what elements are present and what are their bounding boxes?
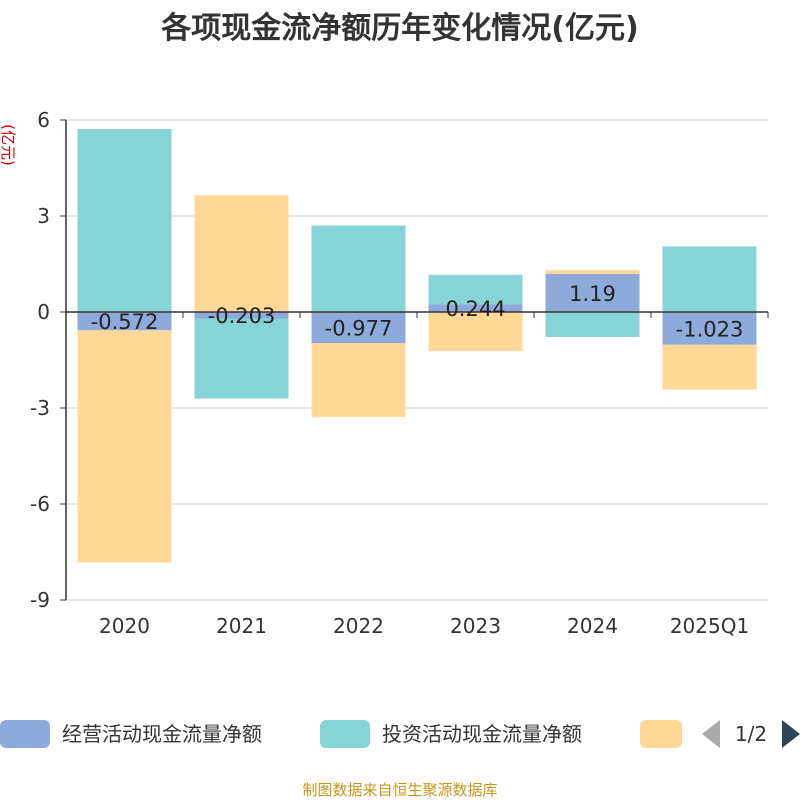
bar-2-2022	[311, 225, 406, 312]
y-tick-label: 6	[37, 108, 50, 132]
bar-3-2025Q1	[662, 344, 757, 390]
x-tick-label: 2020	[99, 614, 150, 638]
data-label: -1.023	[676, 317, 744, 341]
y-axis-label: (亿元)	[0, 124, 17, 166]
y-tick-label: -9	[30, 588, 50, 612]
bar-1-2025Q1	[662, 312, 757, 345]
data-label: -0.977	[325, 317, 393, 341]
data-labels: -0.572 -0.203 -0.977 0.244 1.19 -1.023	[91, 282, 744, 341]
bar-1-2023	[428, 304, 523, 312]
legend-page-indicator: 1/2	[735, 722, 767, 746]
bar-1-2024	[545, 273, 640, 312]
x-tick-label: 2024	[567, 614, 618, 638]
legend-label-2[interactable]: 投资活动现金流量净额	[382, 722, 582, 746]
legend-swatch-3[interactable]	[640, 720, 682, 748]
x-tick-label: 2025Q1	[670, 614, 749, 638]
legend-prev-arrow-icon[interactable]	[702, 720, 720, 748]
bar-3-2024	[545, 270, 640, 274]
bar-1-2022	[311, 312, 406, 344]
source-note: 制图数据来自恒生聚源数据库	[302, 781, 497, 799]
y-tick-label: 0	[37, 300, 50, 324]
data-label: -0.572	[91, 310, 159, 334]
bars	[77, 128, 757, 563]
bar-2-2024	[545, 312, 640, 337]
legend: 经营活动现金流量净额 投资活动现金流量净额 1/2	[0, 720, 800, 748]
chart-title: 各项现金流净额历年变化情况(亿元)	[160, 11, 638, 46]
legend-swatch-1[interactable]	[0, 720, 50, 748]
bar-3-2020	[77, 330, 172, 563]
y-tick-label: -6	[30, 492, 50, 516]
grid	[66, 119, 768, 601]
bar-2-2020	[77, 128, 172, 312]
x-tick-label: 2021	[216, 614, 267, 638]
axes: 6 3 0 -3 -6 -9 2020 2021 2022 2023 2024 2025Q1	[30, 108, 769, 638]
bar-2-2023	[428, 274, 523, 305]
y-tick-label: -3	[30, 396, 50, 420]
bar-3-2023	[428, 312, 523, 352]
y-tick-label: 3	[37, 204, 50, 228]
legend-label-1[interactable]: 经营活动现金流量净额	[62, 722, 262, 746]
data-label: -0.203	[208, 304, 276, 328]
data-label: 1.19	[569, 282, 616, 306]
legend-next-arrow-icon[interactable]	[782, 720, 800, 748]
bar-1-2021	[194, 312, 289, 319]
data-label: 0.244	[445, 297, 505, 321]
bar-1-2020	[77, 312, 172, 331]
bar-2-2025Q1	[662, 246, 757, 312]
x-tick-label: 2022	[333, 614, 384, 638]
legend-swatch-2[interactable]	[320, 720, 370, 748]
bar-3-2022	[311, 343, 406, 417]
bar-3-2021	[194, 195, 289, 312]
bar-2-2021	[194, 318, 289, 399]
x-tick-label: 2023	[450, 614, 501, 638]
